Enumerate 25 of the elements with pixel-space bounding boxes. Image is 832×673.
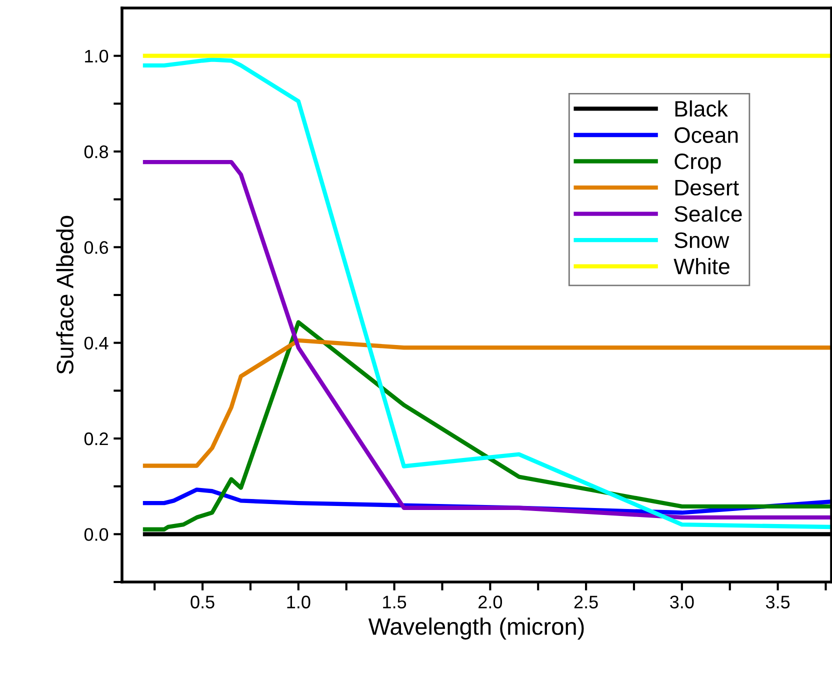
y-tick-label: 0.6 [84, 241, 108, 254]
x-tick-label: 1.5 [383, 596, 406, 608]
legend-label: Ocean [674, 127, 738, 143]
legend-label: Desert [675, 180, 739, 196]
y-tick-label: 0.2 [84, 432, 108, 446]
x-tick-label: 2.0 [478, 596, 502, 608]
y-tick-label: 0.8 [84, 145, 108, 158]
legend-label: Black [675, 100, 728, 117]
legend-label: Snow [674, 232, 730, 248]
x-axis-title: Wavelength (micron) [368, 618, 584, 640]
legend-label: Crop [674, 154, 721, 174]
x-tick-label: 3.0 [670, 596, 694, 608]
line-series [142, 320, 832, 532]
y-axis-title: Surface Albedo [56, 216, 74, 374]
x-tick-label: 0.5 [190, 596, 214, 608]
y-tick-label: 0.4 [84, 336, 108, 350]
x-tick-label: 1.0 [287, 596, 310, 608]
legend-label: SeaIce [674, 206, 742, 222]
line-series [142, 58, 832, 530]
legend-label: White [674, 258, 730, 274]
x-tick-label: 3.5 [766, 596, 790, 608]
y-tick-label: 0.0 [84, 528, 108, 541]
line-series [142, 338, 832, 468]
y-tick-label: 1.0 [85, 50, 108, 63]
x-tick-label: 2.5 [574, 596, 598, 608]
